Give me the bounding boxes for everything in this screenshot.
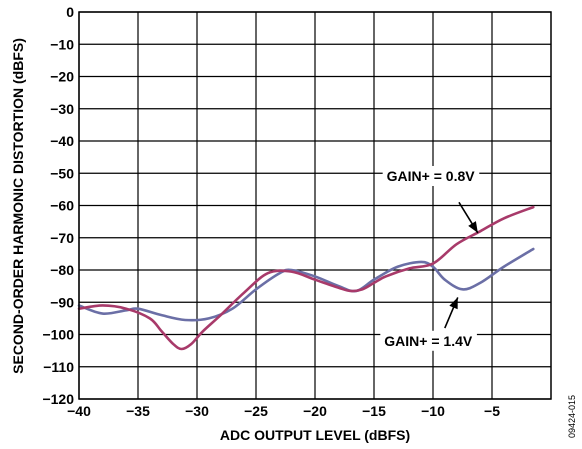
- y-tick-labels: 0 −10 −20 −30 −40 −50 −60 −70 −80 −90 −100 −110 −120: [42, 4, 74, 407]
- plot-frame: [78, 11, 552, 400]
- x-tick-label: −20: [303, 403, 327, 419]
- x-tick-label: −5: [484, 403, 500, 419]
- y-tick-label: −50: [50, 165, 74, 181]
- annotation-label-0: GAIN+ = 0.8V: [387, 168, 476, 184]
- x-axis-title: ADC OUTPUT LEVEL (dBFS): [220, 427, 410, 443]
- y-tick-label: −120: [42, 391, 74, 407]
- y-axis-title: SECOND-ORDER HARMONIC DISTORTION (dBFS): [10, 38, 26, 374]
- y-tick-label: −30: [50, 101, 74, 117]
- y-tick-label: 0: [66, 4, 74, 20]
- figure-id: 09424-015: [567, 395, 577, 438]
- x-tick-label: −30: [185, 403, 209, 419]
- annotation-arrowhead-0: [468, 221, 478, 233]
- y-tick-label: −90: [50, 294, 74, 310]
- y-tick-label: −20: [50, 69, 74, 85]
- annotation-label-1: GAIN+ = 1.4V: [384, 333, 473, 349]
- series-line-gain-1p4v: [77, 247, 535, 322]
- annotation-arrowhead-1: [449, 297, 458, 310]
- x-tick-labels: −40 −35 −30 −25 −20 −15 −10 −5: [67, 403, 500, 419]
- x-tick-label: −15: [362, 403, 386, 419]
- series-layer: [77, 205, 535, 351]
- x-tick-label: −10: [421, 403, 445, 419]
- y-tick-label: −10: [50, 36, 74, 52]
- y-tick-label: −70: [50, 230, 74, 246]
- annotation-background-1: [380, 330, 477, 351]
- x-tick-label: −25: [244, 403, 268, 419]
- annotations: GAIN+ = 0.8V GAIN+ = 1.4V: [380, 165, 480, 351]
- annotation-background-0: [382, 165, 480, 186]
- x-tick-label: −40: [67, 403, 91, 419]
- y-tick-label: −40: [50, 133, 74, 149]
- y-tick-label: −60: [50, 198, 74, 214]
- x-tick-label: −35: [126, 403, 150, 419]
- y-tick-label: −100: [42, 327, 74, 343]
- series-line-gain-0p8v: [77, 205, 535, 351]
- y-tick-label: −80: [50, 262, 74, 278]
- y-tick-label: −110: [43, 359, 74, 375]
